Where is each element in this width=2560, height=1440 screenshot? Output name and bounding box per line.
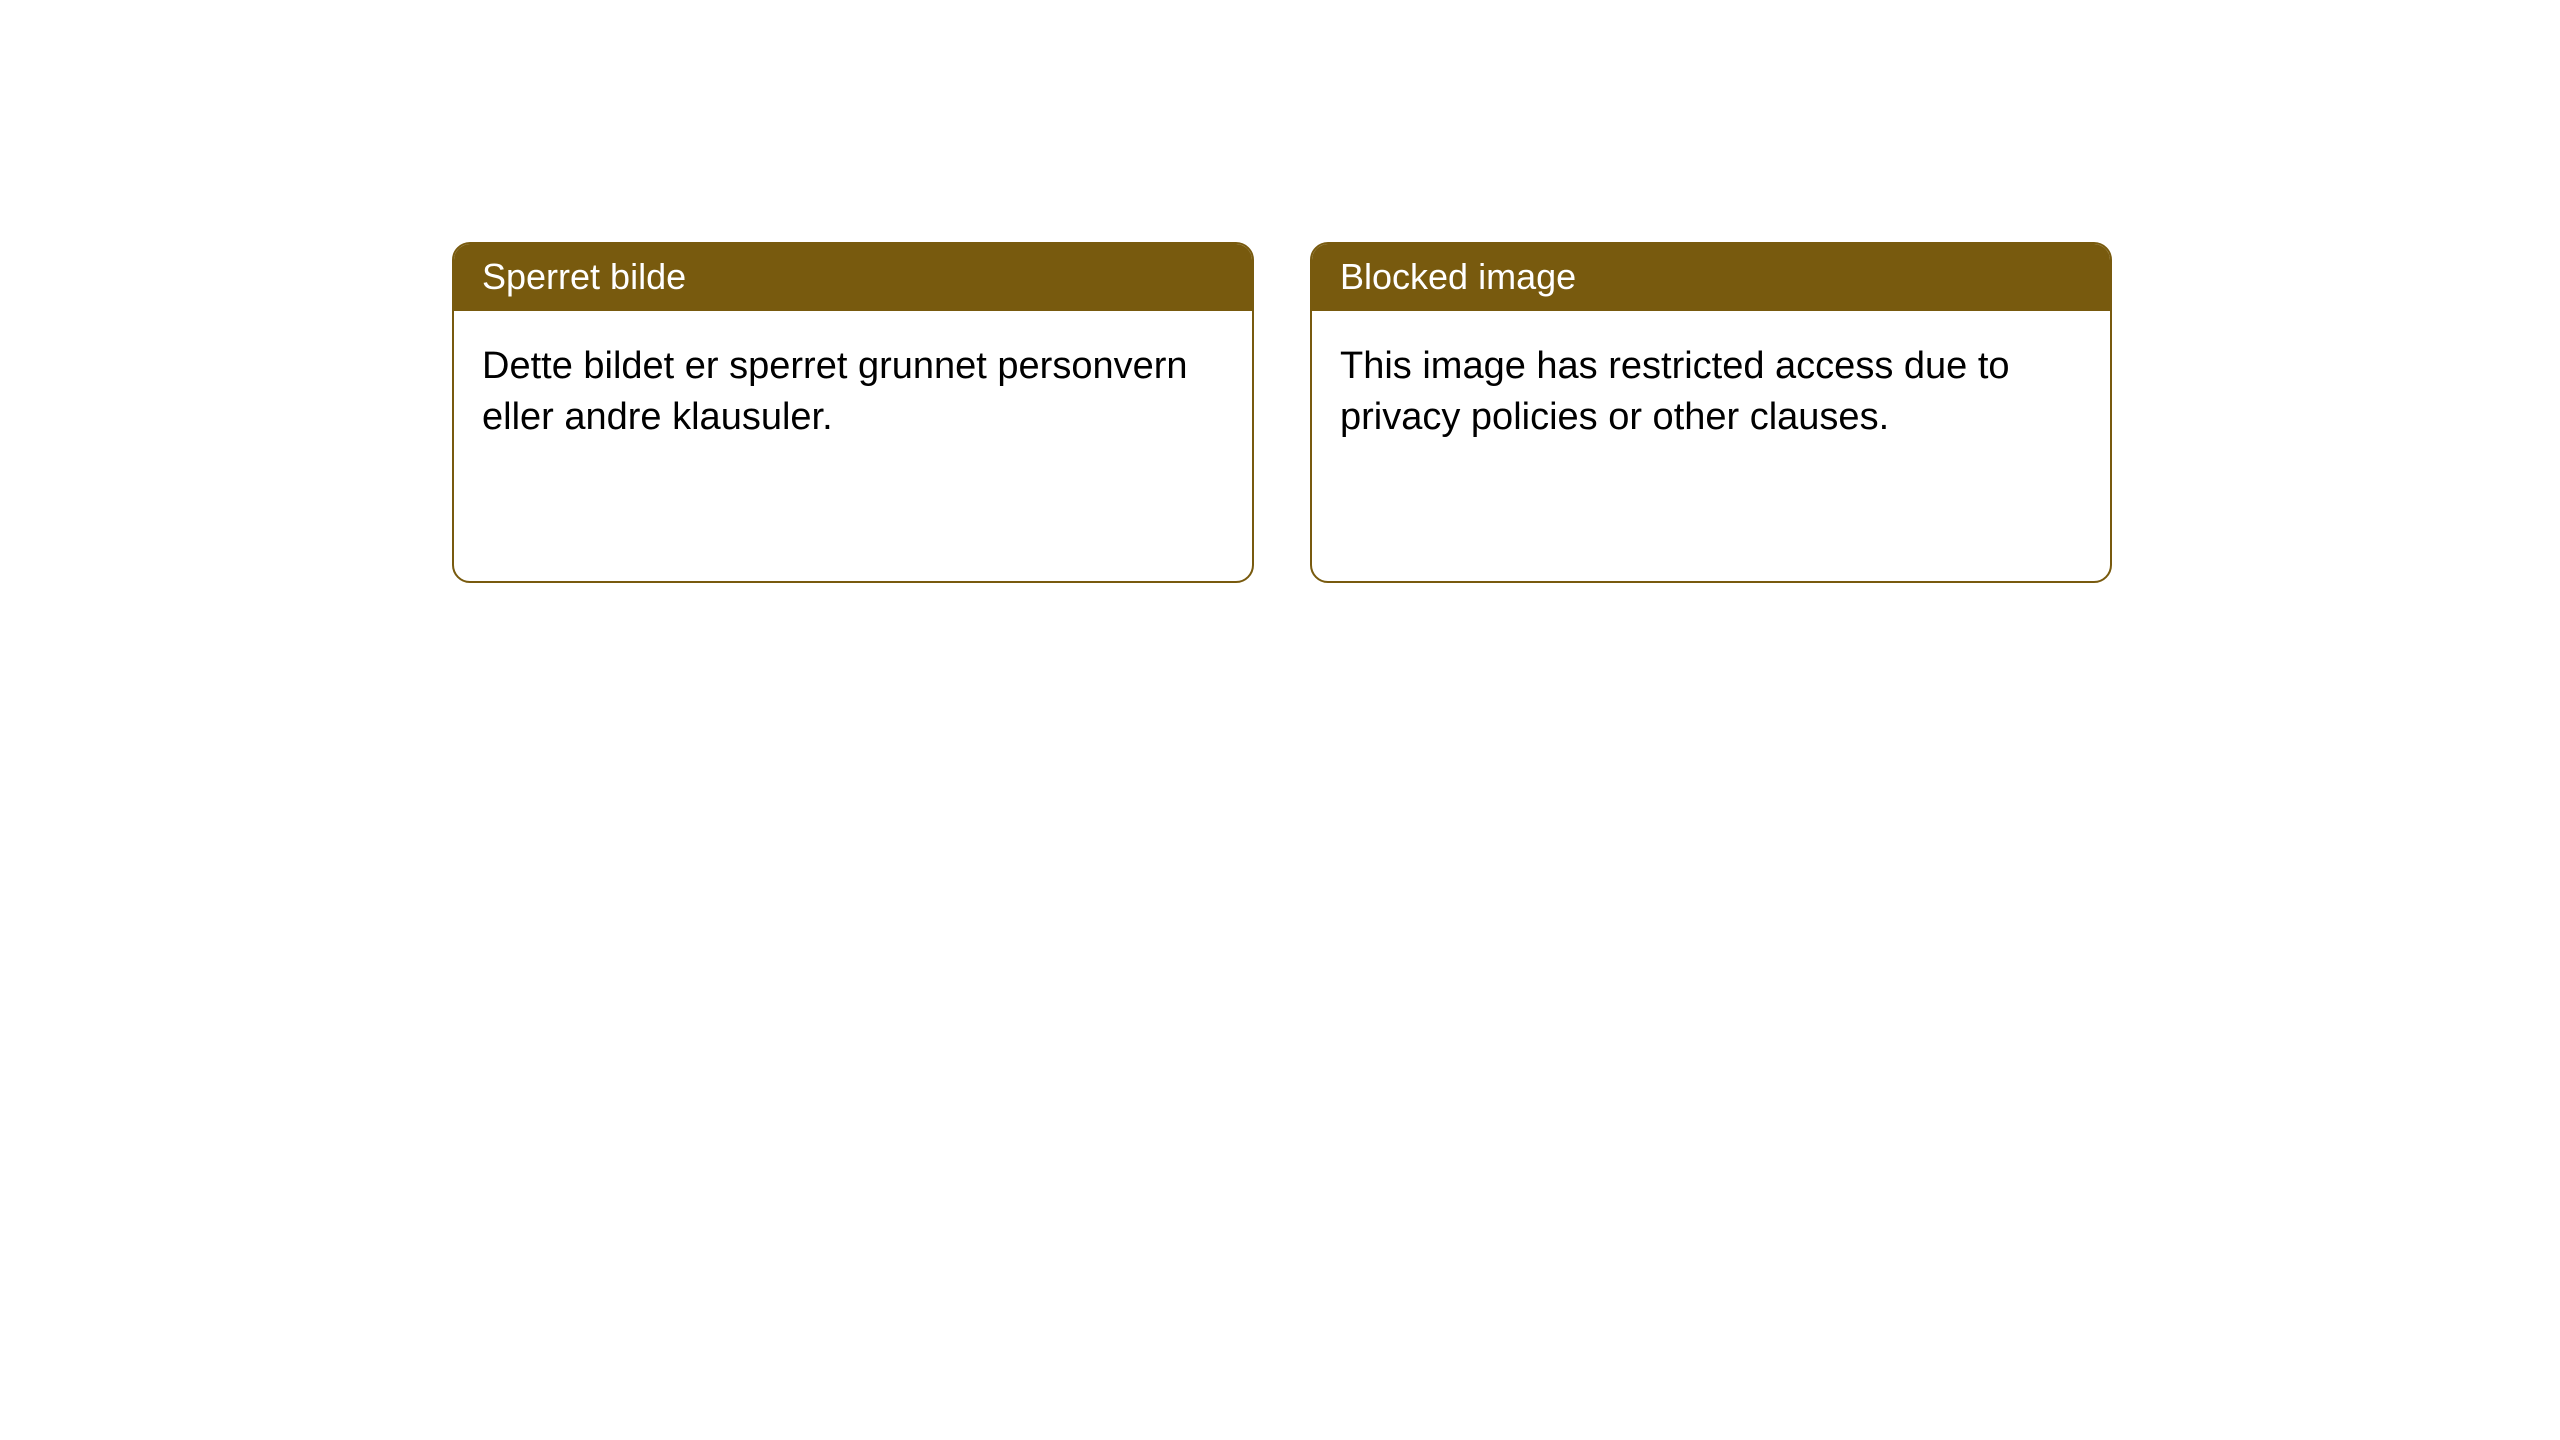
card-body-text: Dette bildet er sperret grunnet personve… [482,345,1188,438]
card-body-text: This image has restricted access due to … [1340,345,2010,438]
card-header: Sperret bilde [454,244,1252,311]
card-title: Blocked image [1340,256,1576,297]
card-title: Sperret bilde [482,256,686,297]
notice-card-norwegian: Sperret bilde Dette bildet er sperret gr… [452,242,1254,583]
card-body: This image has restricted access due to … [1312,311,2110,581]
notice-card-english: Blocked image This image has restricted … [1310,242,2112,583]
notice-container: Sperret bilde Dette bildet er sperret gr… [452,242,2112,583]
card-body: Dette bildet er sperret grunnet personve… [454,311,1252,581]
card-header: Blocked image [1312,244,2110,311]
